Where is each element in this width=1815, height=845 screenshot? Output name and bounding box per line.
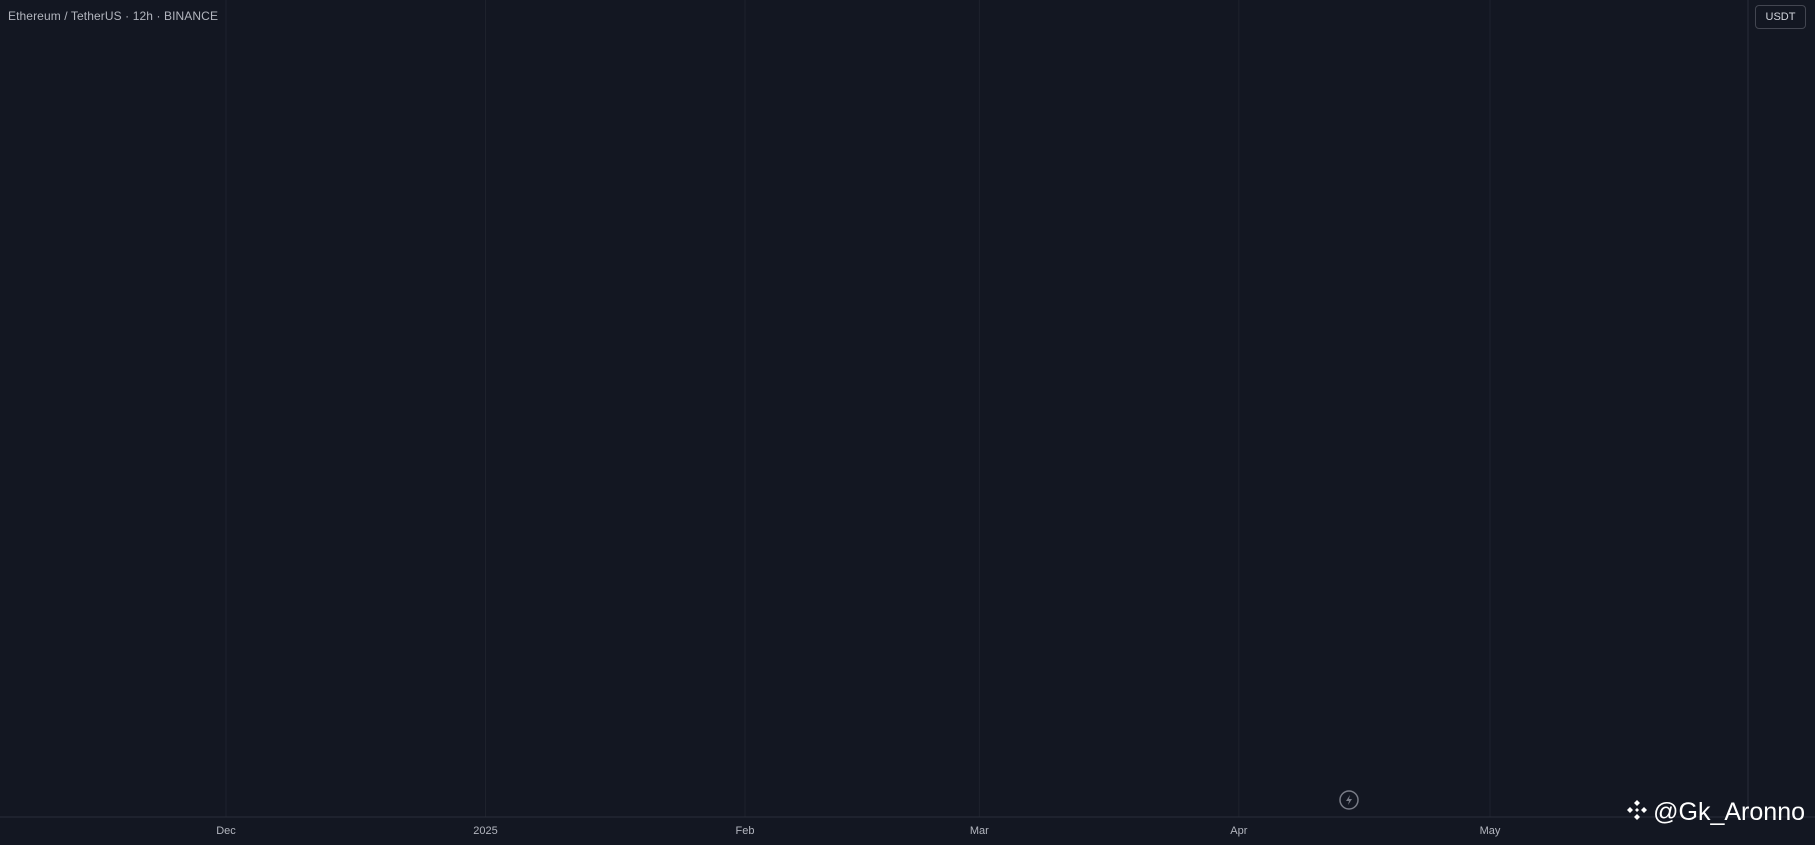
time-tick-label: May — [1480, 825, 1501, 837]
watermark: @Gk_Aronno — [1625, 798, 1805, 829]
grid — [225, 0, 1491, 817]
time-tick-label: Mar — [970, 825, 989, 837]
price-axis-bg — [1748, 0, 1815, 845]
interval-label: 12h — [132, 9, 154, 23]
symbol-name: Ethereum / TetherUS — [8, 9, 122, 23]
header-separator: · — [153, 9, 164, 23]
binance-logo-icon — [1625, 798, 1649, 829]
exchange-label: BINANCE — [164, 9, 219, 23]
symbol-header: Ethereum / TetherUS · 12h · BINANCE — [8, 9, 218, 23]
time-axis-bg — [0, 818, 1748, 845]
time-tick-label: Dec — [216, 825, 236, 837]
time-tick-label: Feb — [736, 825, 755, 837]
watermark-text: @Gk_Aronno — [1653, 798, 1805, 827]
time-tick-label: 2025 — [473, 825, 497, 837]
price-axis[interactable]: 4,600.004,200.003,800.003,400.003,200.00… — [1747, 0, 1815, 845]
lightning-bolt — [1346, 795, 1352, 805]
lightning-icon — [1339, 790, 1359, 810]
time-tick-label: Apr — [1230, 825, 1247, 837]
header-separator: · — [121, 9, 133, 23]
time-axis[interactable]: Dec 2025 Feb Mar Apr May — [0, 790, 1815, 845]
currency-button[interactable]: USDT — [1755, 5, 1806, 29]
